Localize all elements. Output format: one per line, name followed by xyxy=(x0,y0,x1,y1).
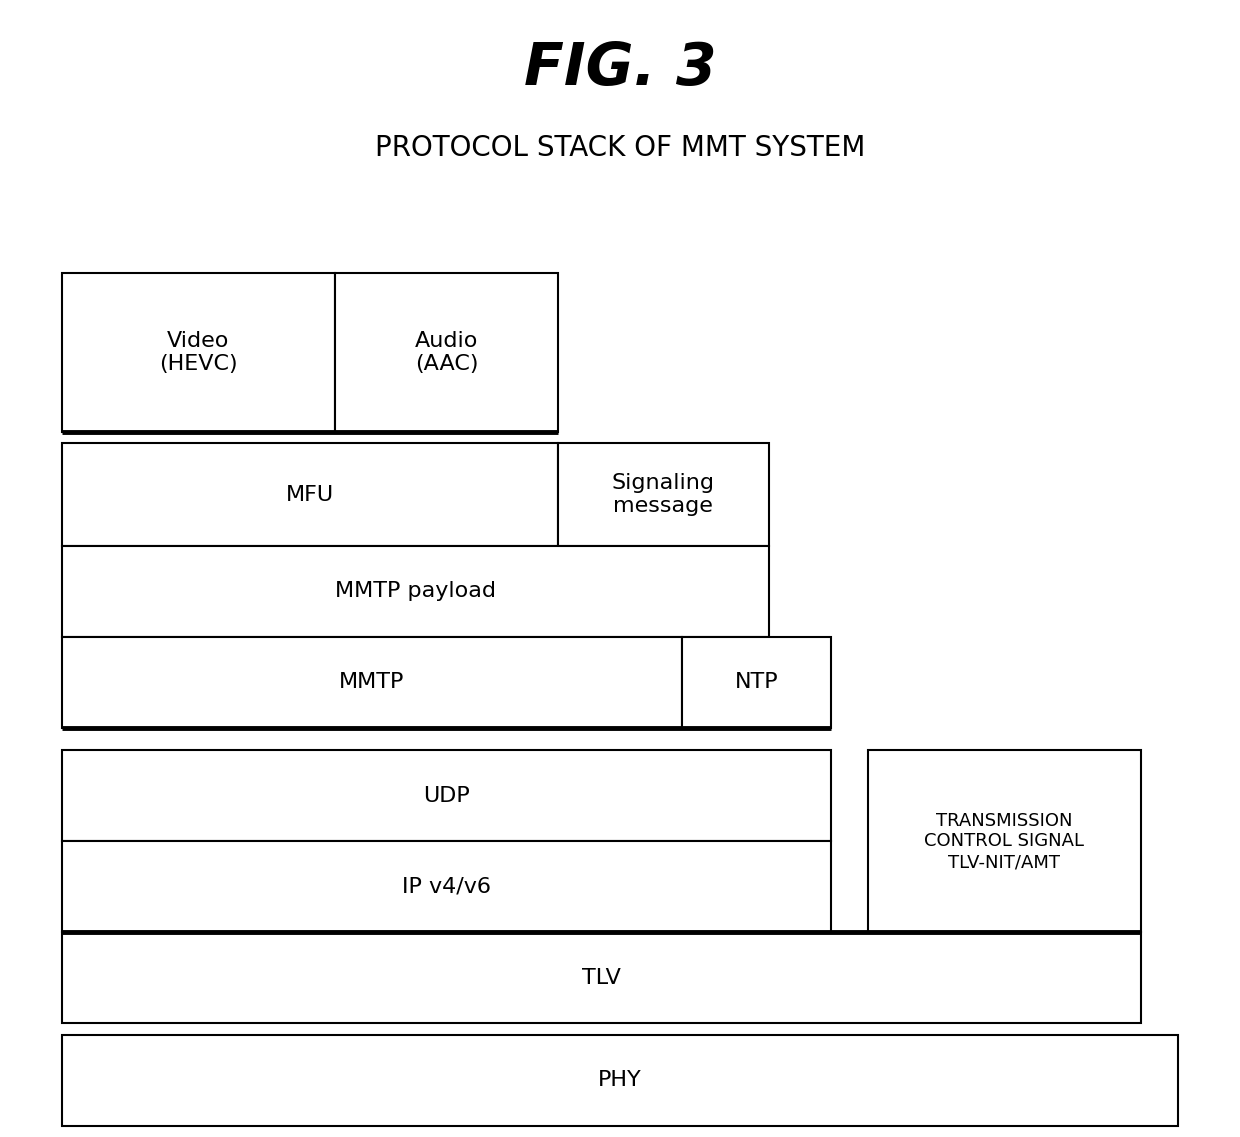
Text: MMTP: MMTP xyxy=(340,672,404,692)
Text: TLV: TLV xyxy=(582,968,621,988)
FancyBboxPatch shape xyxy=(868,750,1141,932)
Text: Audio
(AAC): Audio (AAC) xyxy=(414,331,479,374)
FancyBboxPatch shape xyxy=(558,443,769,546)
FancyBboxPatch shape xyxy=(62,443,558,546)
FancyBboxPatch shape xyxy=(62,932,1141,1023)
FancyBboxPatch shape xyxy=(682,637,831,728)
Text: IP v4/v6: IP v4/v6 xyxy=(402,877,491,897)
FancyBboxPatch shape xyxy=(62,1035,1178,1126)
Text: PROTOCOL STACK OF MMT SYSTEM: PROTOCOL STACK OF MMT SYSTEM xyxy=(374,134,866,161)
FancyBboxPatch shape xyxy=(62,841,831,932)
FancyBboxPatch shape xyxy=(62,273,335,432)
Text: Signaling
message: Signaling message xyxy=(611,473,715,516)
Text: TRANSMISSION
CONTROL SIGNAL
TLV-NIT/AMT: TRANSMISSION CONTROL SIGNAL TLV-NIT/AMT xyxy=(924,812,1085,871)
FancyBboxPatch shape xyxy=(335,273,558,432)
Text: Video
(HEVC): Video (HEVC) xyxy=(159,331,238,374)
Text: NTP: NTP xyxy=(734,672,779,692)
Text: PHY: PHY xyxy=(598,1070,642,1090)
Text: FIG. 3: FIG. 3 xyxy=(523,40,717,97)
FancyBboxPatch shape xyxy=(62,637,682,728)
Text: MMTP payload: MMTP payload xyxy=(335,581,496,601)
FancyBboxPatch shape xyxy=(62,546,769,637)
FancyBboxPatch shape xyxy=(62,750,831,841)
Text: UDP: UDP xyxy=(423,786,470,806)
Text: MFU: MFU xyxy=(286,484,334,505)
